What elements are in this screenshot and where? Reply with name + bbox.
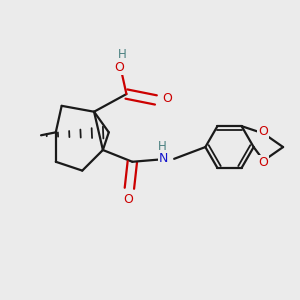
Text: N: N <box>159 152 168 165</box>
Text: H: H <box>118 48 126 61</box>
Text: O: O <box>162 92 172 105</box>
Text: O: O <box>258 156 268 169</box>
Text: O: O <box>114 61 124 74</box>
Text: O: O <box>123 193 133 206</box>
Text: O: O <box>258 125 268 138</box>
Text: H: H <box>158 140 167 153</box>
